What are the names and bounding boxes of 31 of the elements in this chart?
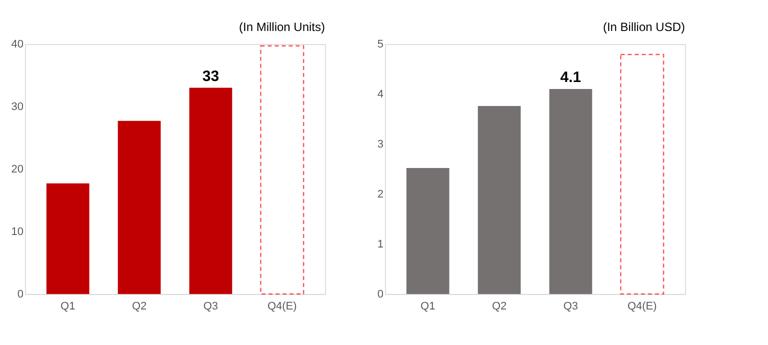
y-tick-label: 20 <box>11 164 24 176</box>
x-tick-label: Q4(E) <box>627 300 657 312</box>
y-tick-label: 10 <box>11 226 24 238</box>
x-tick-label: Q2 <box>132 300 147 312</box>
y-tick-label: 3 <box>377 138 384 150</box>
y-tick-label: 0 <box>17 288 24 300</box>
y-tick-label: 5 <box>377 38 384 50</box>
y-tick-label: 30 <box>11 101 24 113</box>
x-tick-label: Q2 <box>492 300 507 312</box>
y-tick-label: 1 <box>377 238 384 250</box>
bar <box>549 89 592 294</box>
chart-subtitle: (In Billion USD) <box>602 20 685 34</box>
x-tick-label: Q3 <box>203 300 218 312</box>
y-tick-label: 2 <box>377 188 384 200</box>
bar <box>118 120 161 294</box>
data-label: 33 <box>202 68 220 85</box>
bar <box>260 45 304 295</box>
x-tick-label: Q3 <box>563 300 578 312</box>
bar <box>620 54 664 295</box>
chart-subtitle: (In Million Units) <box>238 20 326 34</box>
x-tick-label: Q1 <box>420 300 436 312</box>
y-tick-label: 40 <box>11 38 24 50</box>
bar <box>189 88 232 294</box>
x-tick-label: Q1 <box>60 300 76 312</box>
data-label: 4.1 <box>560 69 582 86</box>
x-tick-label: Q4(E) <box>267 300 297 312</box>
y-tick-label: 4 <box>377 88 384 100</box>
bar <box>406 168 450 294</box>
bar <box>46 183 90 294</box>
bar <box>478 106 521 294</box>
y-tick-label: 0 <box>377 288 384 300</box>
